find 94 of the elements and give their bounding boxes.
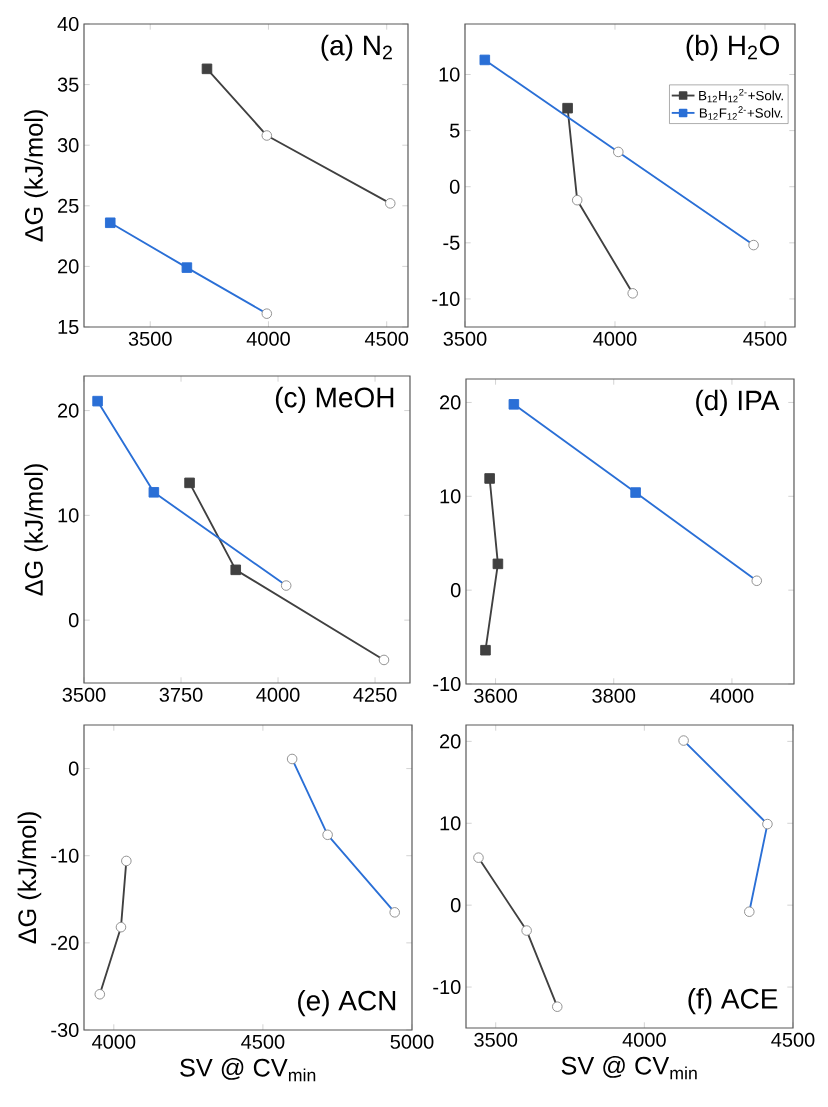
y-tick-label: 10 <box>440 816 461 831</box>
point <box>744 906 755 917</box>
y-tick-label: 15 <box>58 320 79 334</box>
x-tick-label: 3500 <box>62 687 106 702</box>
point <box>261 130 273 141</box>
y-tick-label: 0 <box>449 179 460 194</box>
point <box>121 855 132 867</box>
text: (f) ACE <box>688 988 778 1015</box>
y-tick-label: 0 <box>68 761 79 776</box>
point <box>92 395 103 407</box>
y-tick-label: 30 <box>57 138 79 153</box>
point <box>480 644 491 656</box>
x-tick-label: 4250 <box>353 687 397 702</box>
point <box>230 564 242 576</box>
y-tick-label: 10 <box>58 508 79 523</box>
legend-label: B$_{12}$H$_{12}$$^{2-}$+Solv. <box>699 88 783 103</box>
y-tick-label: 10 <box>440 489 461 504</box>
point <box>94 988 106 1000</box>
y-tick-label: -10 <box>432 291 460 307</box>
y-tick-label: 20 <box>58 259 79 274</box>
point <box>184 477 195 489</box>
x-tick-label: 3500 <box>474 1032 518 1047</box>
x-tick-label: 4000 <box>593 331 637 346</box>
legend-label: B$_{12}$F$_{12}$$^{2-}$+Solv. <box>699 106 783 120</box>
y-tick-label: -10 <box>433 979 461 995</box>
point <box>104 217 116 229</box>
x-tick-label: 4500 <box>771 1032 815 1047</box>
x-tick-label: 4000 <box>256 687 300 702</box>
x-tick-label: 4000 <box>246 331 290 346</box>
point <box>484 473 495 484</box>
y-tick-label: 10 <box>439 67 460 82</box>
y-tick-label: 20 <box>440 395 461 410</box>
point <box>479 54 491 66</box>
point <box>508 399 520 410</box>
point <box>322 829 333 841</box>
y-axis-title: ΔG (kJ/mol) <box>24 464 48 596</box>
chart-title: (a) N$_{2}$ <box>321 34 392 61</box>
x-tick-label: 4500 <box>241 1034 285 1049</box>
point <box>261 308 273 319</box>
y-tick-label: -10 <box>433 676 461 692</box>
x-tick-label: 4500 <box>364 331 409 346</box>
y-tick-label: -5 <box>443 235 460 250</box>
point <box>571 194 583 206</box>
point <box>678 735 689 746</box>
y-tick-label: 40 <box>57 16 79 32</box>
x-tick-label: 3500 <box>443 331 487 346</box>
point <box>748 239 759 251</box>
point <box>389 907 400 918</box>
y-tick-label: 0 <box>450 583 461 598</box>
point <box>613 146 624 158</box>
x-axis-title: SV @ CV$_{min}$ <box>561 1056 697 1080</box>
x-tick-label: 3800 <box>592 688 636 703</box>
chart-title: (b) H$_{2}$O <box>686 34 780 61</box>
x-tick-label: 4000 <box>92 1034 136 1049</box>
y-tick-label: 20 <box>58 403 79 418</box>
point <box>521 925 532 936</box>
point <box>148 487 160 498</box>
y-tick-label: 0 <box>68 613 79 628</box>
point <box>378 654 390 666</box>
y-tick-label: 20 <box>440 734 461 749</box>
point <box>562 102 573 114</box>
y-tick-label: 5 <box>449 123 460 138</box>
x-tick-label: 3500 <box>128 331 172 346</box>
y-tick-label: 0 <box>450 898 461 913</box>
y-axis-title: ΔG (kJ/mol) <box>17 812 42 944</box>
point <box>280 580 292 591</box>
point <box>473 852 484 863</box>
y-tick-label: 35 <box>57 77 79 92</box>
x-axis-title: SV @ CV$_{min}$ <box>180 1058 316 1082</box>
point <box>201 63 213 75</box>
point <box>762 818 773 830</box>
x-tick-label: 4000 <box>710 688 754 703</box>
x-tick-label: 4500 <box>743 331 787 346</box>
point <box>751 575 763 587</box>
chart-title: (c) MeOH <box>275 386 394 413</box>
x-tick-label: 3750 <box>159 687 203 702</box>
chart-title: (d) IPA <box>696 389 780 416</box>
point <box>115 921 127 933</box>
y-tick-label: -10 <box>51 848 79 863</box>
y-tick-label: 25 <box>58 198 79 213</box>
point <box>630 487 641 498</box>
y-axis-title: ΔG (kJ/mol) <box>24 110 48 242</box>
text: (e) ACN <box>298 990 396 1017</box>
point <box>286 753 298 765</box>
point <box>384 198 396 209</box>
x-tick-label: 3600 <box>474 688 517 703</box>
x-tick-label: 4000 <box>622 1032 666 1047</box>
y-tick-label: -30 <box>51 1022 79 1038</box>
x-tick-label: 5000 <box>390 1034 434 1049</box>
point <box>551 1001 563 1012</box>
point <box>627 288 638 299</box>
point <box>181 262 193 273</box>
point <box>492 558 504 570</box>
y-tick-label: -20 <box>51 935 79 950</box>
